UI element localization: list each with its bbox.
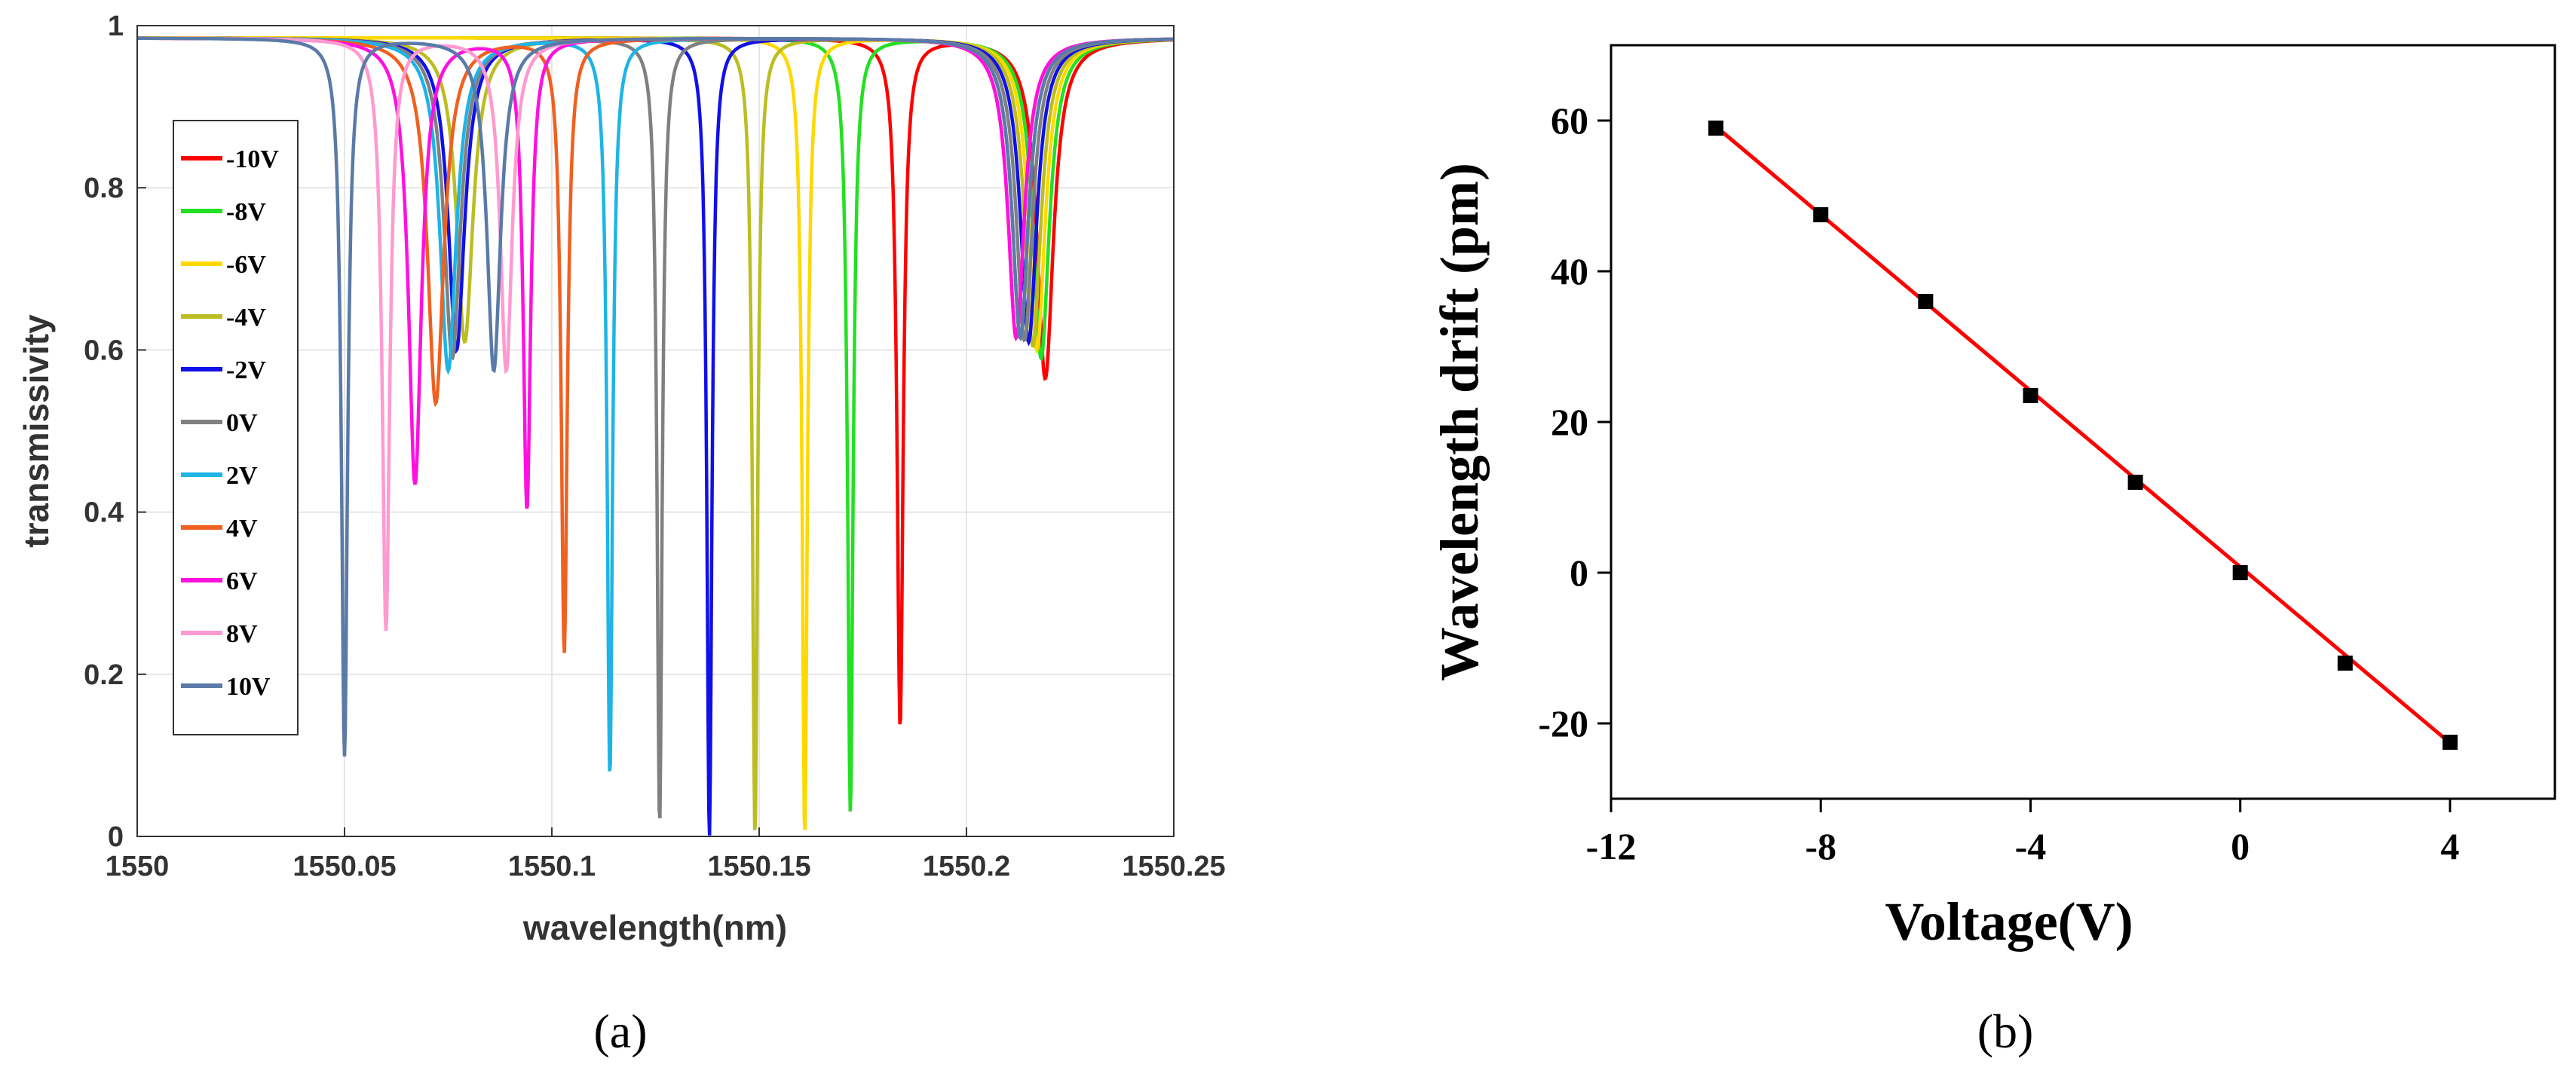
panel-a-legend-label: 8V <box>226 620 258 648</box>
panel-a-y-tick-label: 1 <box>108 11 124 42</box>
panel-a-x-axis-label: wavelength(nm) <box>522 908 787 947</box>
panel-b-data-point <box>2442 735 2458 750</box>
panel-a-curves <box>137 35 1175 836</box>
panel-b-data-point <box>2337 656 2353 671</box>
panel-b-data-point <box>1813 207 1829 222</box>
panel-a-caption: (a) <box>593 1004 647 1058</box>
panel-b-x-tick-label: -8 <box>1805 825 1836 867</box>
panel-a-curve-10V <box>137 36 1174 757</box>
panel-b-y-tick-label: 60 <box>1551 99 1588 142</box>
panel-b-x-tick-label: 0 <box>2231 825 2250 867</box>
panel-b-y-tick-label: 40 <box>1551 250 1588 292</box>
panel-b-data-point <box>1708 121 1724 136</box>
panel-b-data-point <box>2127 475 2143 490</box>
panel-a-y-axis-label: transmissivity <box>17 314 56 548</box>
panel-b-data-point <box>1918 294 1934 309</box>
panel-a-legend-label: 6V <box>226 567 258 595</box>
panel-a-x-tick-label: 1550.15 <box>707 851 810 882</box>
panel-a-legend-label: 4V <box>226 515 258 543</box>
panel-a-legend-label: -2V <box>226 356 266 384</box>
panel-b-axes-frame <box>1610 44 2556 800</box>
panel-a-legend-label: 0V <box>226 409 258 437</box>
panel-a-legend-label: 10V <box>226 673 271 701</box>
panel-b-y-tick-label: 20 <box>1551 401 1588 443</box>
panel-b-data <box>1708 121 2458 750</box>
panel-a-y-tick-label: 0 <box>108 821 124 853</box>
panel-a-x-tick-label: 1550.1 <box>508 851 596 882</box>
panel-b-y-tick-label: -20 <box>1538 702 1588 744</box>
panel-a-legend-label: -8V <box>226 198 266 226</box>
panel-a-axes-frame <box>136 25 1175 837</box>
panel-a-x-tick-label: 1550.25 <box>1122 851 1225 882</box>
panel-a-legend-label: -10V <box>226 145 279 173</box>
panel-a-ticks: 1550 1550.05 1550.1 1550.15 1550.2 1550.25 0 0.… <box>84 11 1226 882</box>
panel-b-caption: (b) <box>1977 1004 2034 1058</box>
panel-a-y-tick-label: 0.8 <box>84 173 124 204</box>
panel-b-x-tick-label: -12 <box>1586 825 1637 867</box>
panel-a-y-tick-label: 0.6 <box>84 335 124 366</box>
panel-b-y-axis-label: Wavelength drift (pm) <box>1429 163 1490 681</box>
panel-b-x-tick-label: 4 <box>2440 825 2459 867</box>
panel-a-y-tick-label: 0.4 <box>84 497 124 529</box>
panel-b-chart: -12 -8 -4 0 4 -20 0 20 40 60 Voltage(V) Wavelengt… <box>1429 44 2556 1058</box>
panel-a-legend-label: 2V <box>226 462 258 490</box>
panel-b-x-axis-label: Voltage(V) <box>1885 891 2133 952</box>
panel-a-x-tick-label: 1550.2 <box>923 851 1010 882</box>
panel-b-fit-line <box>1714 125 2452 744</box>
panel-b-y-tick-label: 0 <box>1570 552 1588 594</box>
panel-a-legend-label: -4V <box>226 304 266 332</box>
panel-a-legend: -10V -8V -6V -4V -2V 0V 2V 4V 6V 8V 10V <box>173 120 299 735</box>
panel-b-ticks: -12 -8 -4 0 4 -20 0 20 40 60 <box>1538 99 2459 867</box>
panel-a-y-tick-label: 0.2 <box>84 659 124 691</box>
panel-a-chart: 1550 1550.05 1550.1 1550.15 1550.2 1550.25 0 0.… <box>17 11 1226 1058</box>
panel-b-data-point <box>2232 565 2248 580</box>
panel-a-x-tick-label: 1550.05 <box>293 851 396 882</box>
panel-a-legend-label: -6V <box>226 251 266 279</box>
panel-a-x-tick-label: 1550 <box>106 851 170 882</box>
panel-b-x-tick-label: -4 <box>2015 825 2047 867</box>
panel-b-data-point <box>2023 388 2038 403</box>
